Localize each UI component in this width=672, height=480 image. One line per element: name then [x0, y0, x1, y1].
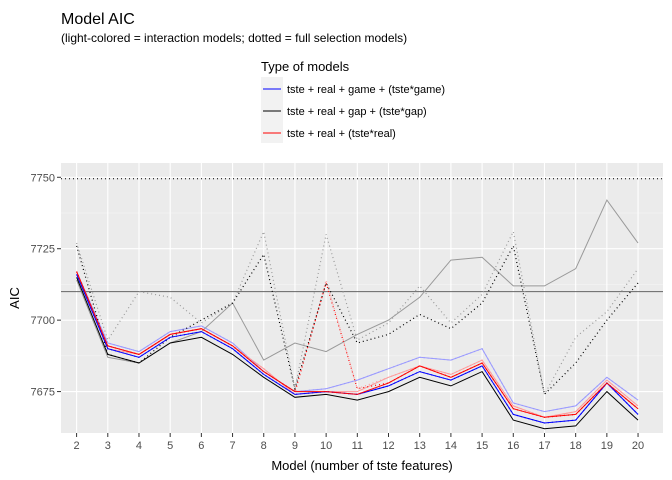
x-axis-title: Model (number of tste features) — [271, 458, 452, 473]
legend: Type of models tste + real + game + (tst… — [261, 59, 445, 143]
legend-label: tste + real + (tste*real) — [287, 128, 396, 140]
legend-title: Type of models — [261, 59, 350, 74]
x-tick-label: 17 — [538, 440, 550, 452]
x-tick-label: 10 — [320, 440, 332, 452]
legend-label: tste + real + game + (tste*game) — [287, 84, 445, 96]
x-tick-label: 20 — [632, 440, 644, 452]
x-tick-label: 3 — [105, 440, 111, 452]
x-tick-label: 18 — [570, 440, 582, 452]
series-line-real-base — [76, 271, 639, 418]
x-tick-label: 11 — [352, 440, 363, 452]
plot-panel — [61, 163, 663, 433]
legend-key-background — [261, 77, 283, 143]
chart-title: Model AIC — [61, 11, 135, 28]
y-tick-label: 7700 — [31, 315, 55, 327]
x-tick-label: 2 — [74, 440, 80, 452]
x-tick-label: 13 — [414, 440, 426, 452]
y-axis-title: AIC — [7, 287, 22, 309]
x-tick-label: 5 — [167, 440, 173, 452]
series-line-gap-base — [76, 277, 639, 430]
x-tick-label: 8 — [261, 440, 267, 452]
x-tick-label: 12 — [382, 440, 394, 452]
x-tick-label: 15 — [476, 440, 488, 452]
y-tick-label: 7725 — [31, 244, 55, 256]
chart-subtitle: (light-colored = interaction models; dot… — [61, 31, 407, 45]
y-tick-label: 7750 — [31, 172, 55, 184]
series-line-game-interaction — [76, 271, 639, 413]
x-tick-label: 9 — [292, 440, 298, 452]
x-tick-label: 19 — [601, 440, 613, 452]
x-tick-label: 7 — [229, 440, 235, 452]
x-tick-label: 14 — [445, 440, 457, 452]
x-tick-label: 16 — [507, 440, 519, 452]
x-tick-label: 4 — [136, 440, 142, 452]
y-tick-label: 7675 — [31, 387, 55, 399]
x-tick-label: 6 — [198, 440, 204, 452]
legend-label: tste + real + gap + (tste*gap) — [287, 106, 427, 118]
